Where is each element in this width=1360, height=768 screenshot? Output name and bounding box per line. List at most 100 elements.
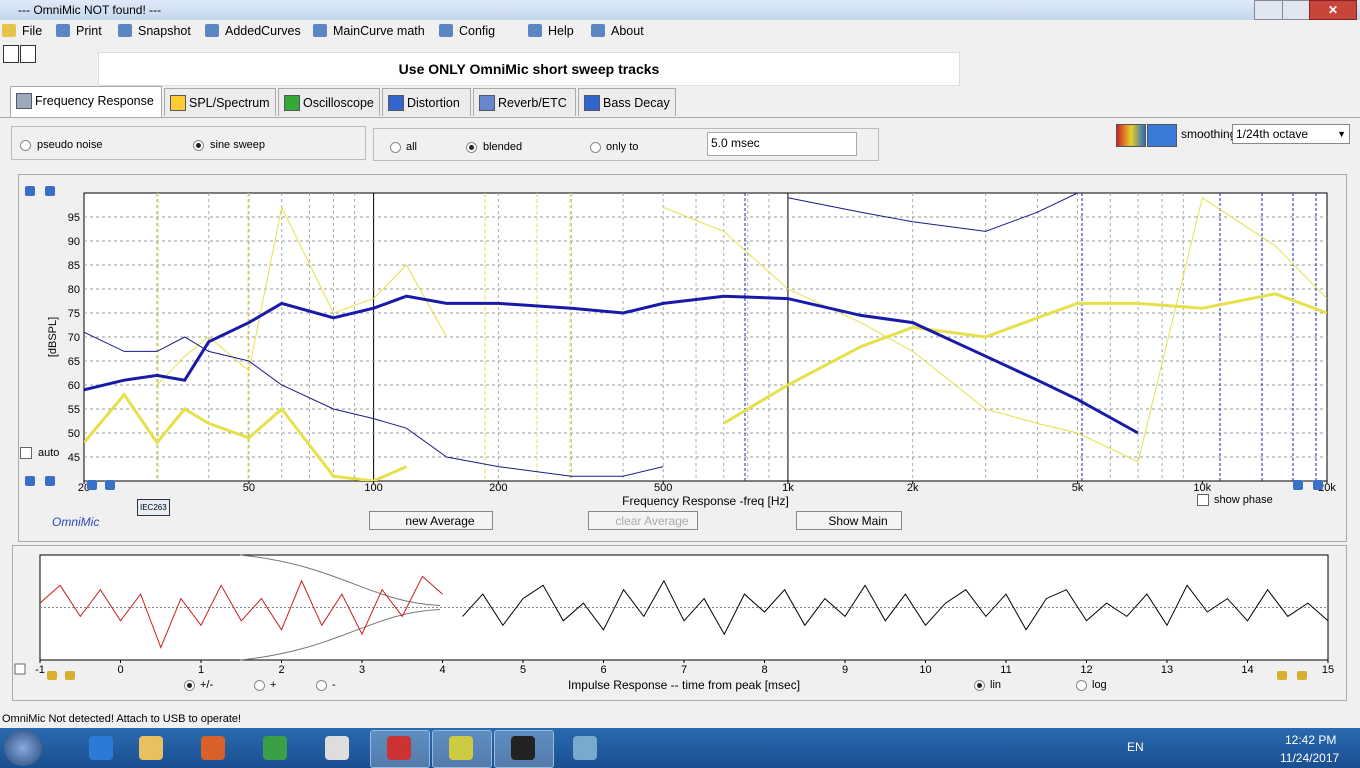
auto-label: auto [38,447,60,459]
pause-button[interactable] [3,45,19,63]
scroll-arrow[interactable] [45,476,55,486]
y-axis-label: [dBSPL] [47,317,59,357]
menu-icon [528,24,542,37]
menu-item[interactable]: MainCurve math [333,24,425,38]
impulse-trace [40,575,443,649]
show-main-button[interactable]: Show Main [796,511,902,530]
scroll-arrow[interactable] [1313,480,1323,490]
spectrogram-button[interactable] [1147,124,1177,147]
status-bar: OmniMic Not detected! Attach to USB to o… [2,713,242,725]
y-tick-label: 95 [68,212,80,224]
x-tick-label: 14 [1241,664,1253,676]
gating-label: only to [606,141,639,153]
menu-item[interactable]: Print [76,24,102,38]
app-icon [89,736,113,760]
polarity-label: + [270,679,277,691]
plot-area [83,192,1328,482]
clear-average-button[interactable]: clear Average [588,511,698,530]
y-tick-label: 85 [68,260,80,272]
gating-radio[interactable] [390,142,401,153]
scroll-arrow[interactable] [65,671,75,680]
menu-item[interactable]: Config [459,24,496,38]
start-button[interactable] [4,730,42,766]
tab[interactable]: Frequency Response [10,86,162,117]
x-tick-label: 12 [1080,664,1092,676]
stimulus-radio[interactable] [193,140,204,151]
new-average-button[interactable]: new Average [369,511,493,530]
scroll-arrow[interactable] [45,186,55,196]
scale-radio[interactable] [974,680,985,691]
x-axis-label: Impulse Response -- time from peak [msec… [568,678,800,692]
app-icon [573,736,597,760]
scroll-arrow[interactable] [25,476,35,486]
x-tick-label: 3 [359,664,365,676]
x-tick-label: 1k [782,482,794,494]
polarity-radio[interactable] [254,680,265,691]
y-tick-label: 75 [68,308,80,320]
close-button[interactable]: ✕ [1309,0,1357,20]
polarity-radio[interactable] [184,680,195,691]
x-tick-label: 8 [761,664,767,676]
y-tick-label: 55 [68,404,80,416]
app-icon [139,736,163,760]
y-tick-label: 50 [68,428,80,440]
polarity-label: - [332,679,336,691]
menu-item[interactable]: File [22,24,43,38]
menu-icon [591,24,605,37]
smoothing-select[interactable]: 1/24th octave ▼ [1232,124,1350,144]
tab[interactable]: Oscilloscope [278,88,380,116]
banner: Use ONLY OmniMic short sweep tracks [98,52,960,86]
gating-radio[interactable] [466,142,477,153]
x-tick-label: 200 [489,482,507,494]
tab-line [0,117,1360,118]
polarity-label: +/- [200,679,214,691]
auto-checkbox[interactable] [20,447,32,459]
menu-icon [205,24,219,37]
scroll-arrow[interactable] [1277,671,1287,680]
x-tick-label: 500 [654,482,672,494]
menu-icon [2,24,16,37]
scale-radio[interactable] [1076,680,1087,691]
x-tick-label: 50 [243,482,255,494]
x-tick-label: 4 [439,664,445,676]
waterfall-button[interactable] [1116,124,1146,147]
stimulus-radio[interactable] [20,140,31,151]
menu-item[interactable]: Help [548,24,574,38]
scroll-arrow[interactable] [47,671,57,680]
tab-icon [388,95,404,111]
menu-icon [118,24,132,37]
tab[interactable]: SPL/Spectrum [164,88,276,116]
x-tick-label: -1 [35,664,45,676]
scroll-arrow[interactable] [105,480,115,490]
mic-badge: IEC263 [137,499,170,516]
y-tick-label: 70 [68,332,80,344]
language: EN [1127,740,1144,754]
polarity-radio[interactable] [316,680,327,691]
stimulus-label: sine sweep [210,139,266,151]
scroll-arrow[interactable] [25,186,35,196]
tab[interactable]: Bass Decay [578,88,676,116]
y-tick-label: 80 [68,284,80,296]
x-tick-label: 11 [1000,664,1011,676]
play-button[interactable] [20,45,36,63]
response-curve [84,193,1078,477]
x-tick-label: 0 [117,664,123,676]
scroll-arrow[interactable] [87,480,97,490]
gating-radio[interactable] [590,142,601,153]
menu-icon [56,24,70,37]
window-title: --- OmniMic NOT found! --- [18,3,162,17]
app-icon [387,736,411,760]
phase-checkbox[interactable] [1197,494,1209,506]
checkbox[interactable] [14,663,26,675]
scroll-arrow[interactable] [1297,671,1307,680]
menu-item[interactable]: About [611,24,644,38]
gate-time-input[interactable]: 5.0 msec [707,132,857,156]
x-tick-label: 100 [364,482,382,494]
tab-icon [170,95,186,111]
app-icon [325,736,349,760]
menu-item[interactable]: AddedCurves [225,24,301,38]
scroll-arrow[interactable] [1293,480,1303,490]
menu-item[interactable]: Snapshot [138,24,191,38]
title-bar [0,0,1360,20]
